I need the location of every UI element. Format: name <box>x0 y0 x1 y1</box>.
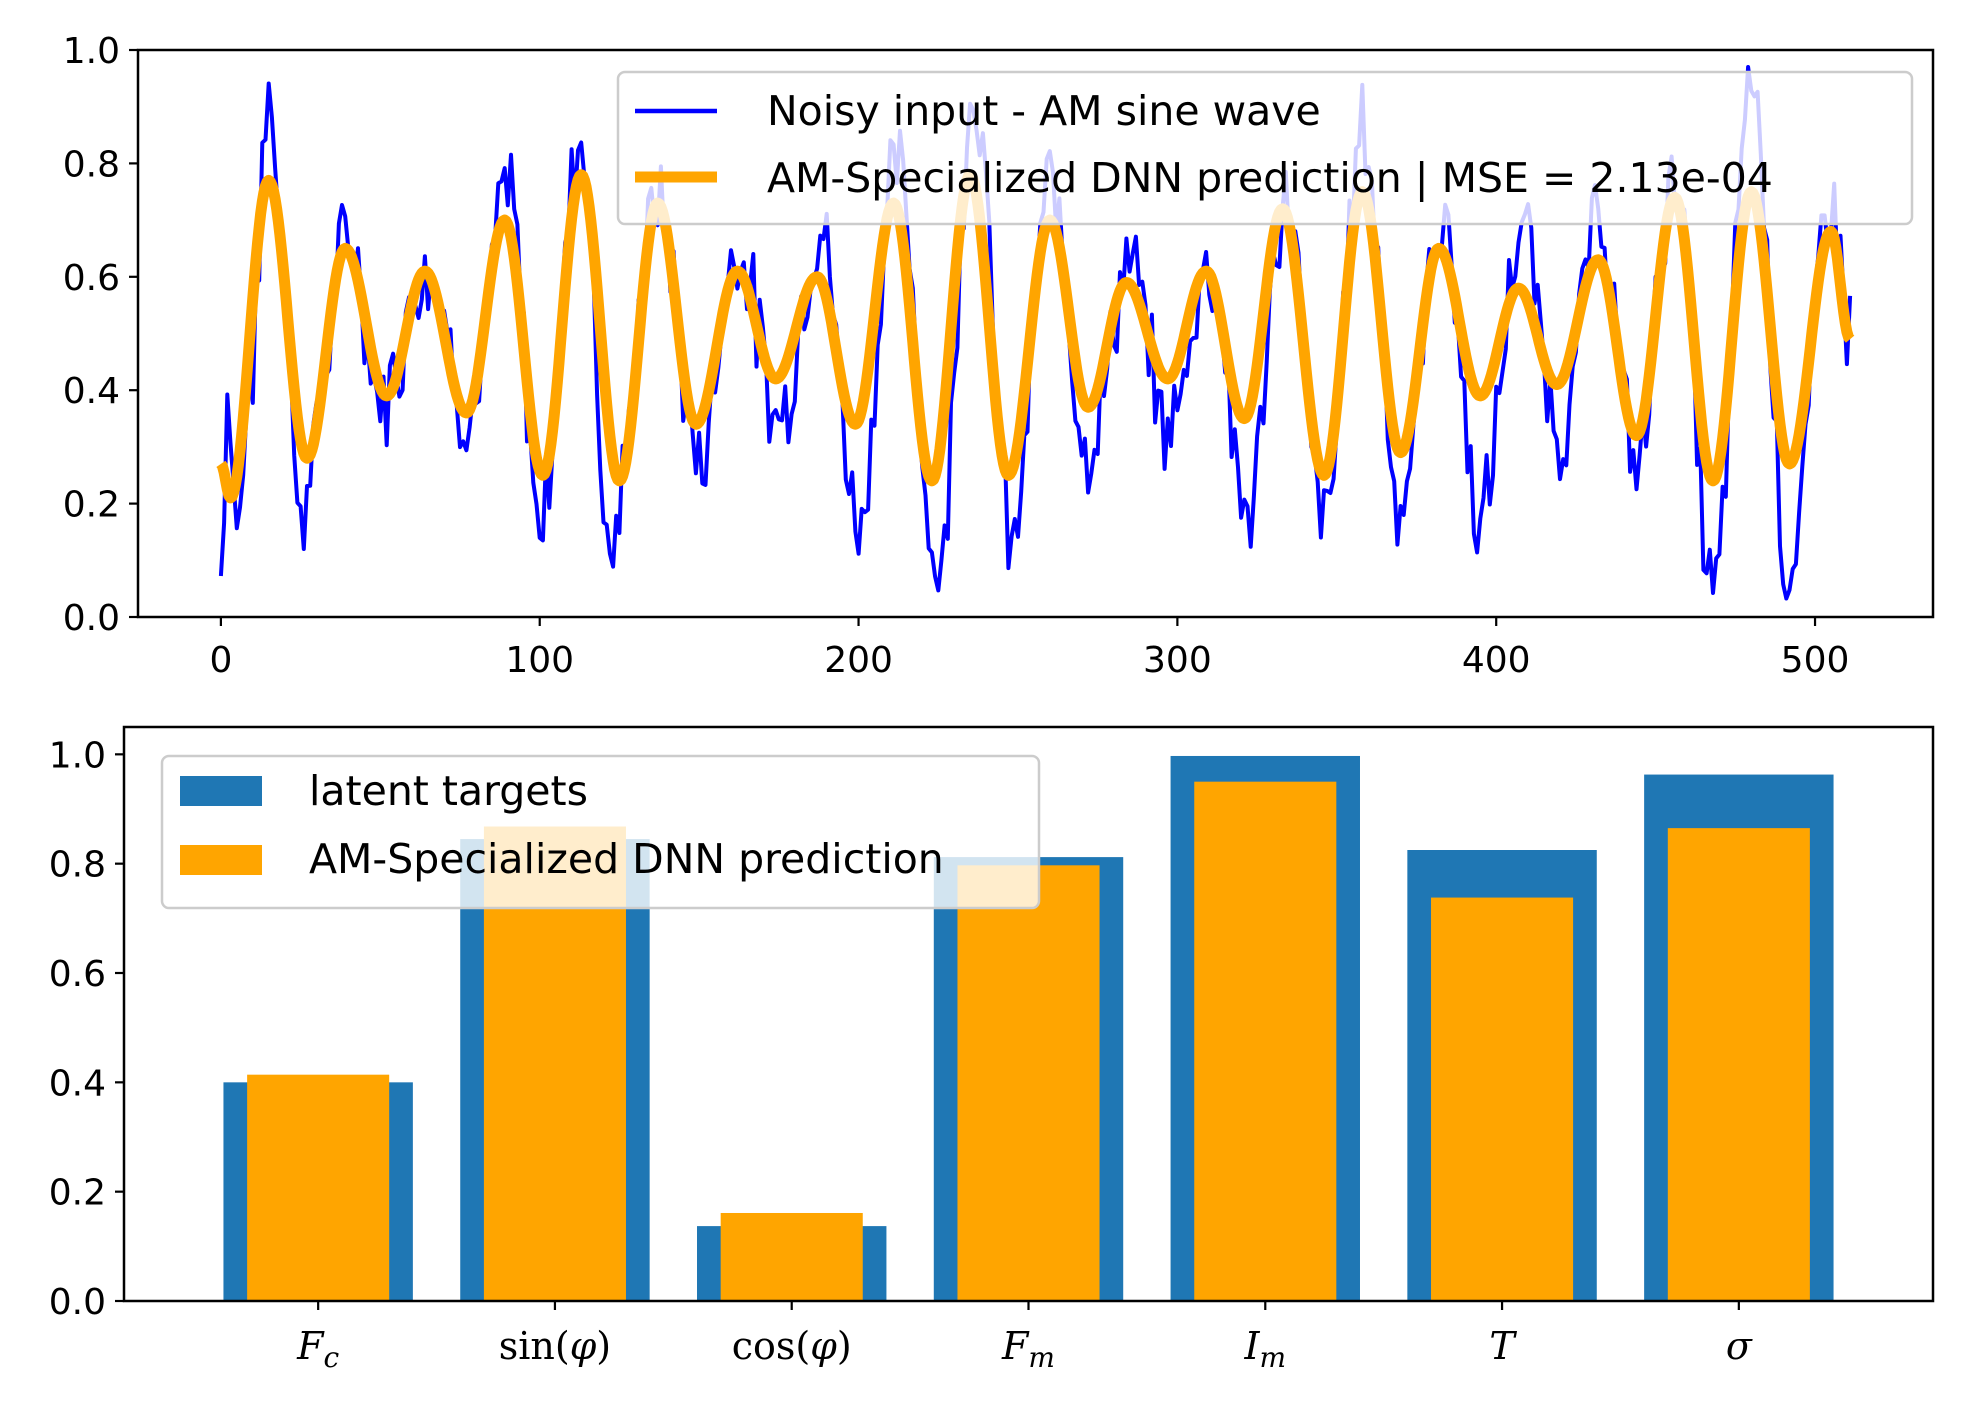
line-chart: 0 100 200 300 400 500 0.0 0.2 0.4 0.6 0.8 1.0 Nois… <box>63 31 1935 681</box>
x-axis: 0 100 200 300 400 500 <box>209 617 1849 681</box>
y-tick-label: 0.0 <box>63 598 120 639</box>
legend-label-prediction: AM-Specialized DNN prediction | MSE = 2.… <box>767 154 1773 202</box>
x-tick-label: 100 <box>505 640 574 681</box>
series-line-dnn-prediction <box>216 169 1855 504</box>
bar-dnn-prediction <box>247 1074 390 1301</box>
category-label: cos(φ) <box>732 1324 852 1368</box>
bar-series-group <box>223 755 1834 1301</box>
legend-box-2 <box>160 754 1041 910</box>
x-tick-label: 300 <box>1143 640 1212 681</box>
category-label: Fm <box>1001 1324 1055 1374</box>
y-tick-label-2: 1.0 <box>49 735 106 776</box>
y-tick-label-2: 0.8 <box>49 845 106 886</box>
category-label: T <box>1489 1324 1517 1368</box>
x-tick-label: 500 <box>1781 640 1850 681</box>
legend-swatch-latent <box>180 776 262 806</box>
legend: Noisy input - AM sine wave AM-Specialize… <box>616 70 1914 226</box>
y-tick-label: 0.6 <box>63 258 120 299</box>
x-tick-label: 400 <box>1462 640 1531 681</box>
plot-frame <box>136 48 1935 619</box>
y-axis: 0.0 0.2 0.4 0.6 0.8 1.0 <box>63 31 138 639</box>
y-tick-label-2: 0.0 <box>49 1282 106 1323</box>
category-label: Im <box>1243 1324 1286 1374</box>
x-tick-label: 0 <box>209 640 232 681</box>
line-series-group <box>216 65 1855 601</box>
legend-box <box>616 70 1914 226</box>
y-tick-label-2: 0.6 <box>49 954 106 995</box>
legend-label-dnn: AM-Specialized DNN prediction <box>309 835 944 883</box>
legend-label-latent: latent targets <box>309 767 588 815</box>
legend-2: latent targets AM-Specialized DNN predic… <box>160 754 1041 910</box>
y-tick-label: 1.0 <box>63 31 120 72</box>
bar-dnn-prediction <box>957 865 1100 1301</box>
y-tick-label: 0.4 <box>63 371 120 412</box>
legend-swatch-dnn <box>180 845 262 875</box>
bar-dnn-prediction <box>720 1212 863 1301</box>
y-tick-label: 0.8 <box>63 144 120 185</box>
bar-dnn-prediction <box>1431 897 1574 1301</box>
category-label: Fc <box>296 1324 339 1374</box>
y-axis-2: 0.0 0.2 0.4 0.6 0.8 1.0 <box>49 735 124 1323</box>
y-tick-label: 0.2 <box>63 485 120 526</box>
bar-dnn-prediction <box>1667 828 1810 1301</box>
bar-dnn-prediction <box>1194 781 1337 1301</box>
legend-label-noisy: Noisy input - AM sine wave <box>767 87 1321 135</box>
y-tick-label-2: 0.4 <box>49 1063 106 1104</box>
category-label: sin(φ) <box>499 1324 611 1368</box>
category-label: σ <box>1726 1324 1753 1368</box>
y-tick-label-2: 0.2 <box>49 1173 106 1214</box>
x-tick-label: 200 <box>824 640 893 681</box>
